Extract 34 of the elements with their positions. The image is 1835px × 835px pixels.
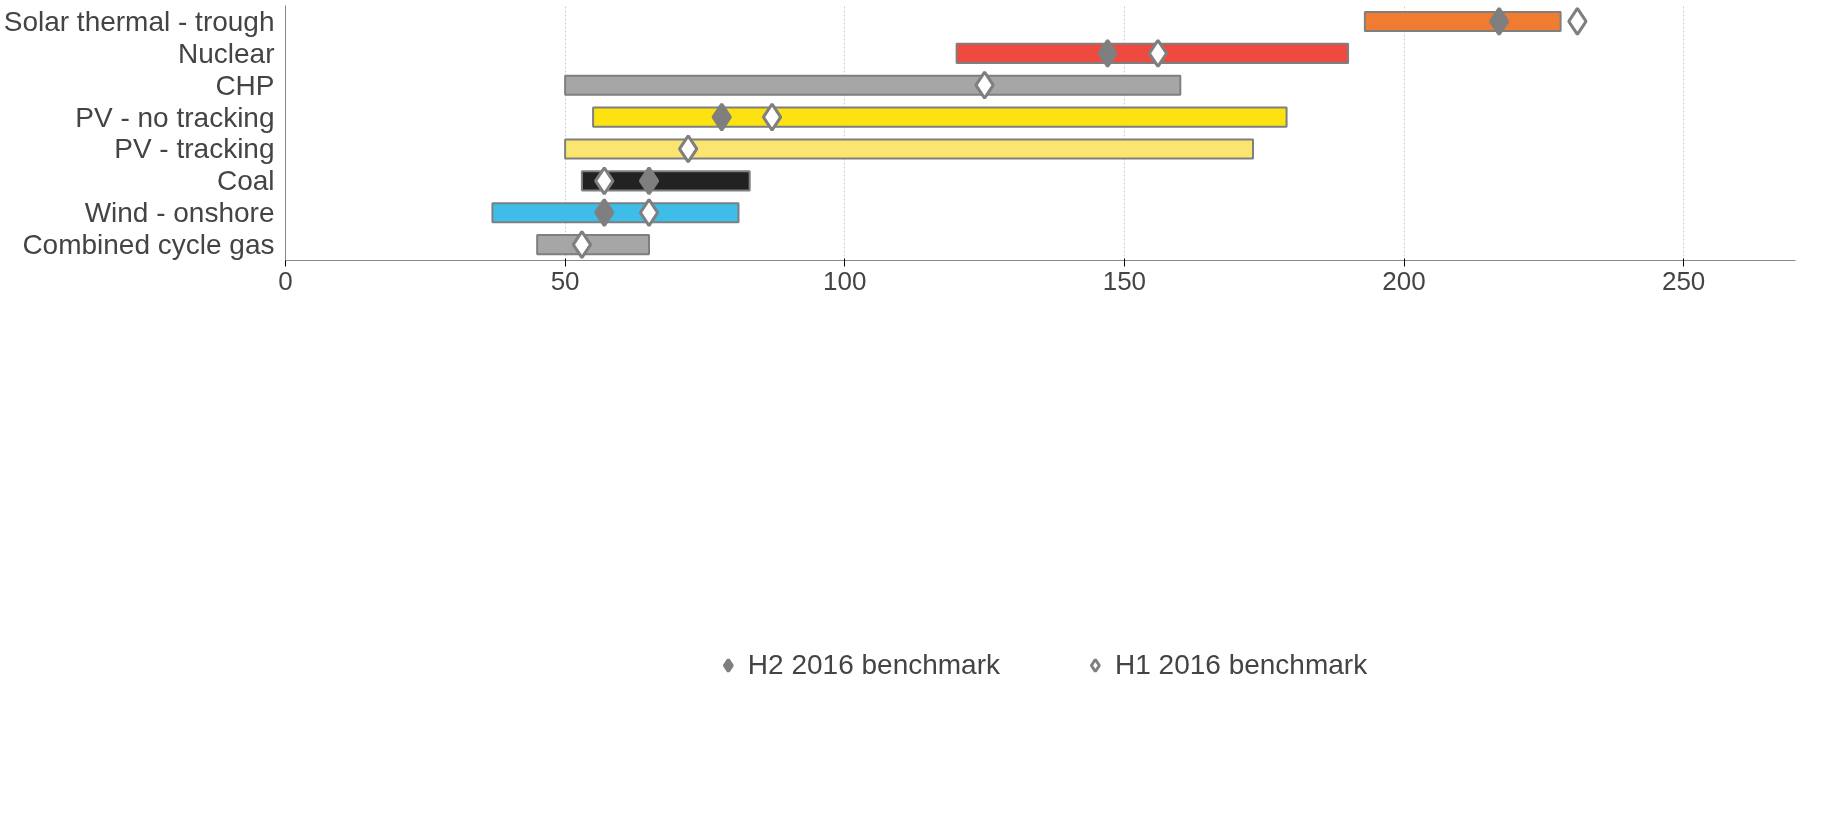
y-tick-label: Coal: [216, 165, 275, 197]
bar: [564, 74, 1182, 96]
point: [974, 70, 995, 100]
point: [571, 230, 593, 260]
point: [1147, 38, 1169, 68]
legend-label: H1 2016 benchmark: [1115, 649, 1368, 681]
x-tick-label: 0: [278, 265, 293, 296]
x-tick-label: 250: [1661, 265, 1706, 296]
point: [1097, 38, 1118, 68]
legend-label: H2 2016 benchmark: [747, 649, 1000, 681]
point: [1567, 6, 1588, 36]
x-tick-label: 200: [1382, 265, 1426, 296]
point: [678, 134, 699, 164]
point: [594, 198, 615, 228]
y-tick-label: PV - tracking: [114, 133, 275, 165]
bar: [564, 138, 1255, 160]
y-tick-label: Combined cycle gas: [22, 229, 275, 261]
y-tick-label: Solar thermal - trough: [3, 5, 275, 37]
point: [711, 102, 732, 132]
point: [1488, 6, 1510, 36]
x-tick-label: 50: [550, 265, 580, 296]
point: [594, 166, 615, 196]
point: [638, 166, 660, 196]
y-tick-label: Nuclear: [178, 37, 275, 69]
x-tick-label: 150: [1102, 265, 1147, 296]
y-tick-label: PV - no tracking: [75, 101, 275, 133]
point: [638, 198, 660, 228]
bar: [955, 42, 1350, 64]
x-tick-label: 100: [823, 265, 867, 296]
y-tick-label: Wind - onshore: [84, 197, 275, 229]
point: [761, 102, 783, 132]
y-tick-label: CHP: [215, 69, 275, 101]
bar: [1363, 10, 1562, 32]
bar: [592, 106, 1288, 128]
